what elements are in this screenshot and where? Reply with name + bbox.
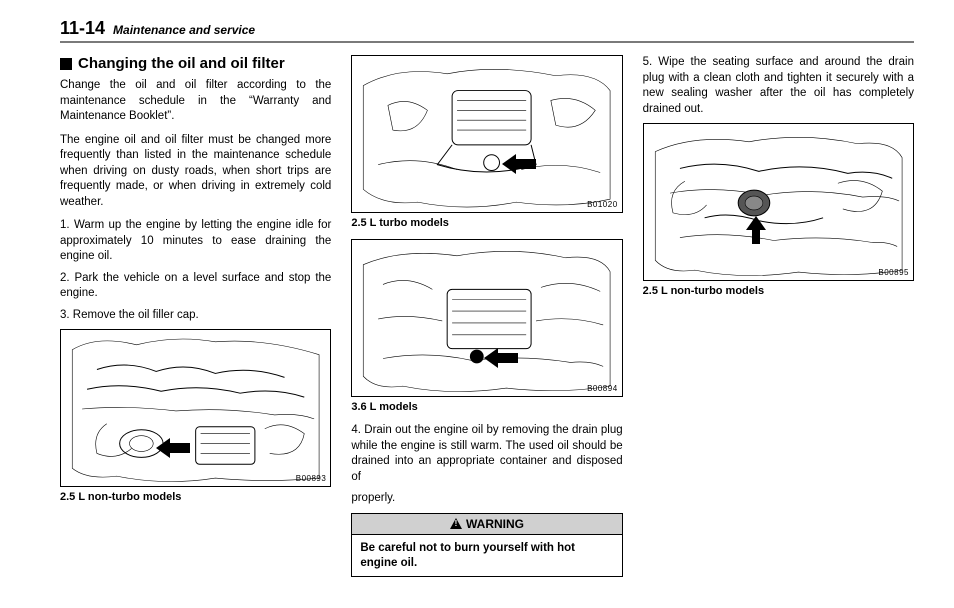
arrow-icon xyxy=(502,154,536,174)
section-title: Maintenance and service xyxy=(113,23,255,37)
figure-2-id: B01020 xyxy=(587,200,618,209)
engine-diagram-3 xyxy=(352,240,621,396)
figure-1-id: B00893 xyxy=(296,474,327,483)
heading-bullet-icon xyxy=(60,58,72,70)
step-2: 2. Park the vehicle on a level surface a… xyxy=(60,271,331,302)
figure-2-box: B01020 xyxy=(351,55,622,213)
figure-3: B00894 3.6 L models xyxy=(351,239,622,413)
figure-2-caption: 2.5 L turbo models xyxy=(351,217,622,229)
warning-header: WARNING xyxy=(352,514,621,535)
step-4-continued: properly. xyxy=(351,491,622,507)
content-columns: Changing the oil and oil filter Change t… xyxy=(60,55,914,595)
warning-box: WARNING Be careful not to burn yourself … xyxy=(351,513,622,578)
figure-2: B01020 2.5 L turbo models xyxy=(351,55,622,229)
figure-3-caption: 3.6 L models xyxy=(351,401,622,413)
engine-diagram-2 xyxy=(352,56,621,212)
warning-triangle-icon xyxy=(450,518,462,529)
page-header: 11-14 Maintenance and service xyxy=(60,18,914,43)
figure-3-box: B00894 xyxy=(351,239,622,397)
warning-body: Be careful not to burn yourself with hot… xyxy=(352,535,621,577)
step-5: 5. Wipe the seating surface and around t… xyxy=(643,55,914,117)
step-3: 3. Remove the oil filler cap. xyxy=(60,308,331,324)
arrow-icon xyxy=(484,348,518,368)
topic-heading: Changing the oil and oil filter xyxy=(60,55,331,72)
arrow-icon xyxy=(156,438,190,458)
step-4: 4. Drain out the engine oil by removing … xyxy=(351,423,622,485)
figure-4: B00895 2.5 L non-turbo models xyxy=(643,123,914,297)
heading-text: Changing the oil and oil filter xyxy=(78,55,285,72)
figure-3-id: B00894 xyxy=(587,384,618,393)
intro-para-2: The engine oil and oil filter must be ch… xyxy=(60,133,331,211)
figure-4-caption: 2.5 L non-turbo models xyxy=(643,285,914,297)
figure-1: B00893 2.5 L non-turbo models xyxy=(60,329,331,503)
warning-title: WARNING xyxy=(466,517,524,531)
figure-1-caption: 2.5 L non-turbo models xyxy=(60,491,331,503)
intro-para-1: Change the oil and oil filter according … xyxy=(60,78,331,125)
figure-4-box: B00895 xyxy=(643,123,914,281)
manual-page: 11-14 Maintenance and service Changing t… xyxy=(0,0,954,608)
page-number: 11-14 xyxy=(60,18,105,39)
figure-4-id: B00895 xyxy=(878,268,909,277)
figure-1-box: B00893 xyxy=(60,329,331,487)
engine-diagram-4 xyxy=(644,124,913,280)
engine-diagram-1 xyxy=(61,330,330,486)
arrow-icon xyxy=(742,216,770,244)
step-1: 1. Warm up the engine by letting the eng… xyxy=(60,218,331,265)
